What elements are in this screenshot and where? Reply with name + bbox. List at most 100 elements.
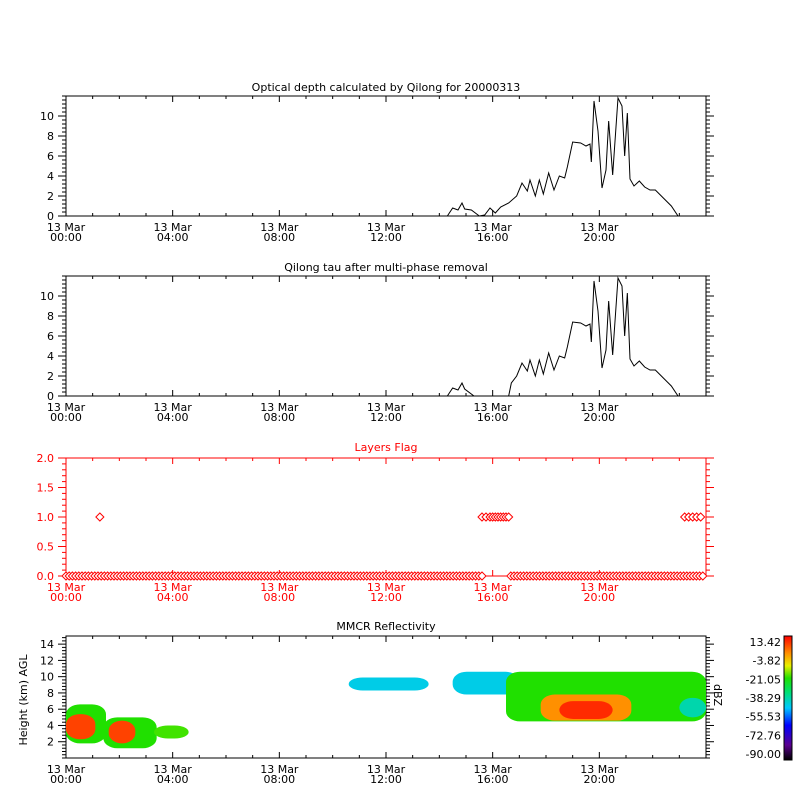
y-tick-label: 4 <box>47 350 54 363</box>
x-tick-label-date: 13 Mar <box>260 763 299 776</box>
x-tick-label-date: 13 Mar <box>367 581 406 594</box>
x-tick-label-date: 13 Mar <box>367 401 406 414</box>
y-tick-label: 8 <box>47 310 54 323</box>
colorbar-label: dBZ <box>711 684 724 707</box>
y-tick-label: 2 <box>47 190 54 203</box>
flag-zero-marker <box>698 571 708 581</box>
reflectivity-region <box>559 701 613 719</box>
x-tick-label-time: 20:00 <box>583 773 615 786</box>
y-tick-label: 14 <box>40 638 54 651</box>
reflectivity-region <box>66 714 96 740</box>
colorbar-tick-label: -55.53 <box>746 711 781 724</box>
x-tick-label-time: 16:00 <box>477 591 509 604</box>
colorbar-tick-label: -90.00 <box>746 748 781 761</box>
colorbar-tick-label: -21.05 <box>746 673 781 686</box>
y-tick-label: 4 <box>47 719 54 732</box>
panel2-title: Qilong tau after multi-phase removal <box>284 261 488 274</box>
reflectivity-region <box>679 697 706 718</box>
y-tick-label: 0.5 <box>37 541 55 554</box>
x-tick-label-date: 13 Mar <box>580 221 619 234</box>
x-tick-label-date: 13 Mar <box>367 221 406 234</box>
y-tick-label: 10 <box>40 671 54 684</box>
x-tick-label-date: 13 Mar <box>474 401 513 414</box>
y-tick-label: 12 <box>40 654 54 667</box>
x-tick-label-time: 04:00 <box>157 231 189 244</box>
reflectivity-region <box>154 725 189 739</box>
panel3-title: Layers Flag <box>354 441 417 454</box>
y-tick-label: 10 <box>40 290 54 303</box>
x-tick-label-time: 08:00 <box>263 231 295 244</box>
flag-one-marker <box>95 512 105 522</box>
x-tick-label-time: 08:00 <box>263 591 295 604</box>
x-tick-label-time: 20:00 <box>583 411 615 424</box>
flag-zero-marker <box>477 571 487 581</box>
x-tick-label-time: 12:00 <box>370 773 402 786</box>
x-tick-label-date: 13 Mar <box>154 763 193 776</box>
x-tick-label-date: 13 Mar <box>47 581 86 594</box>
colorbar <box>783 635 793 761</box>
y-tick-label: 1.0 <box>37 511 55 524</box>
y-tick-label: 2.0 <box>37 452 55 465</box>
y-tick-label: 1.5 <box>37 482 55 495</box>
panel3-frame <box>65 457 707 577</box>
y-tick-label: 2 <box>47 736 54 749</box>
x-tick-label-date: 13 Mar <box>154 581 193 594</box>
x-tick-label-date: 13 Mar <box>580 763 619 776</box>
x-tick-label-time: 08:00 <box>263 411 295 424</box>
x-tick-label-date: 13 Mar <box>580 401 619 414</box>
x-tick-label-time: 12:00 <box>370 591 402 604</box>
x-tick-label-date: 13 Mar <box>260 401 299 414</box>
x-tick-label-time: 04:00 <box>157 591 189 604</box>
x-tick-label-time: 00:00 <box>50 591 82 604</box>
x-tick-label-date: 13 Mar <box>260 581 299 594</box>
x-tick-label-time: 00:00 <box>50 411 82 424</box>
reflectivity-region <box>348 677 429 691</box>
x-tick-label-time: 12:00 <box>370 411 402 424</box>
panel1-title: Optical depth calculated by Qilong for 2… <box>252 81 521 94</box>
panel4-ylabel: Height (km) AGL <box>17 654 30 746</box>
x-tick-label-date: 13 Mar <box>580 581 619 594</box>
x-tick-label-time: 16:00 <box>477 773 509 786</box>
colorbar-tick-label: -3.82 <box>753 655 781 668</box>
x-tick-label-time: 12:00 <box>370 231 402 244</box>
x-tick-label-date: 13 Mar <box>474 581 513 594</box>
y-tick-label: 0.0 <box>37 570 55 583</box>
y-tick-label: 2 <box>47 370 54 383</box>
y-tick-label: 6 <box>47 330 54 343</box>
y-tick-label: 4 <box>47 170 54 183</box>
colorbar-tick-label: -72.76 <box>746 729 781 742</box>
panel1-series-line <box>446 96 679 217</box>
flag-one-marker <box>695 512 706 522</box>
y-tick-label: 0 <box>47 210 54 223</box>
colorbar-tick-label: -38.29 <box>746 692 781 705</box>
y-tick-label: 6 <box>47 150 54 163</box>
x-tick-label-time: 04:00 <box>157 773 189 786</box>
x-tick-label-time: 00:00 <box>50 773 82 786</box>
x-tick-label-time: 16:00 <box>477 411 509 424</box>
x-tick-label-date: 13 Mar <box>474 221 513 234</box>
x-tick-label-date: 13 Mar <box>260 221 299 234</box>
x-tick-label-time: 20:00 <box>583 591 615 604</box>
x-tick-label-time: 04:00 <box>157 411 189 424</box>
flag-one-marker <box>503 512 514 522</box>
x-tick-label-date: 13 Mar <box>47 401 86 414</box>
x-tick-label-time: 20:00 <box>583 231 615 244</box>
x-tick-label-date: 13 Mar <box>47 763 86 776</box>
x-tick-label-date: 13 Mar <box>367 763 406 776</box>
reflectivity-region <box>452 671 520 695</box>
panel2-frame <box>65 275 707 397</box>
x-tick-label-time: 16:00 <box>477 231 509 244</box>
panel1-frame <box>65 95 707 217</box>
y-tick-label: 8 <box>47 687 54 700</box>
y-tick-label: 10 <box>40 110 54 123</box>
colorbar-tick-label: 13.42 <box>750 636 782 649</box>
panel2-series-line <box>446 276 679 397</box>
x-tick-label-time: 08:00 <box>263 773 295 786</box>
reflectivity-region <box>108 720 136 744</box>
y-tick-label: 6 <box>47 703 54 716</box>
panel4-title: MMCR Reflectivity <box>336 620 436 633</box>
x-tick-label-time: 00:00 <box>50 231 82 244</box>
x-tick-label-date: 13 Mar <box>154 401 193 414</box>
y-tick-label: 0 <box>47 390 54 403</box>
